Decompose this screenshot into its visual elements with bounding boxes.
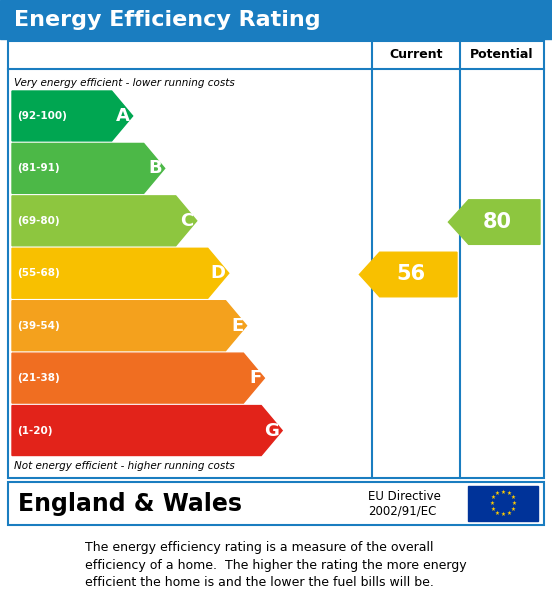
Polygon shape <box>12 248 229 298</box>
Text: 56: 56 <box>397 264 426 284</box>
Text: ★: ★ <box>495 511 500 516</box>
Text: D: D <box>211 264 226 282</box>
Text: ★: ★ <box>501 512 506 517</box>
Text: (69-80): (69-80) <box>17 216 60 226</box>
Text: (81-91): (81-91) <box>17 164 60 173</box>
Text: ★: ★ <box>495 491 500 497</box>
Text: (55-68): (55-68) <box>17 268 60 278</box>
Text: C: C <box>181 212 194 230</box>
Bar <box>0 0 552 39</box>
Text: ★: ★ <box>490 501 494 506</box>
Polygon shape <box>12 91 132 141</box>
Text: ★: ★ <box>510 506 515 512</box>
Text: Current: Current <box>389 48 443 61</box>
Text: Potential: Potential <box>470 48 534 61</box>
Text: ★: ★ <box>506 491 511 497</box>
Polygon shape <box>448 200 540 245</box>
Text: ★: ★ <box>501 490 506 495</box>
Text: E: E <box>231 317 243 335</box>
Bar <box>468 486 538 521</box>
Text: Energy Efficiency Rating: Energy Efficiency Rating <box>14 9 321 29</box>
Text: G: G <box>264 422 279 440</box>
Bar <box>8 482 544 525</box>
FancyBboxPatch shape <box>8 41 544 478</box>
Text: ★: ★ <box>491 495 496 500</box>
Text: EU Directive
2002/91/EC: EU Directive 2002/91/EC <box>368 490 441 517</box>
Polygon shape <box>12 301 247 351</box>
Polygon shape <box>12 353 264 403</box>
Text: (1-20): (1-20) <box>17 425 52 435</box>
Text: ★: ★ <box>512 501 517 506</box>
Text: 80: 80 <box>482 212 512 232</box>
Text: A: A <box>116 107 130 125</box>
Text: ★: ★ <box>506 511 511 516</box>
Polygon shape <box>12 143 164 193</box>
Text: Not energy efficient - higher running costs: Not energy efficient - higher running co… <box>14 461 235 471</box>
Text: B: B <box>148 159 162 177</box>
Text: England & Wales: England & Wales <box>18 492 242 516</box>
Polygon shape <box>12 406 282 455</box>
Text: F: F <box>249 369 261 387</box>
Polygon shape <box>12 196 197 246</box>
Text: ★: ★ <box>510 495 515 500</box>
Text: Very energy efficient - lower running costs: Very energy efficient - lower running co… <box>14 78 235 88</box>
Text: (39-54): (39-54) <box>17 321 60 330</box>
Text: ★: ★ <box>491 506 496 512</box>
Text: (21-38): (21-38) <box>17 373 60 383</box>
Text: (92-100): (92-100) <box>17 111 67 121</box>
Text: The energy efficiency rating is a measure of the overall
efficiency of a home.  : The energy efficiency rating is a measur… <box>85 541 467 588</box>
Polygon shape <box>359 252 457 297</box>
